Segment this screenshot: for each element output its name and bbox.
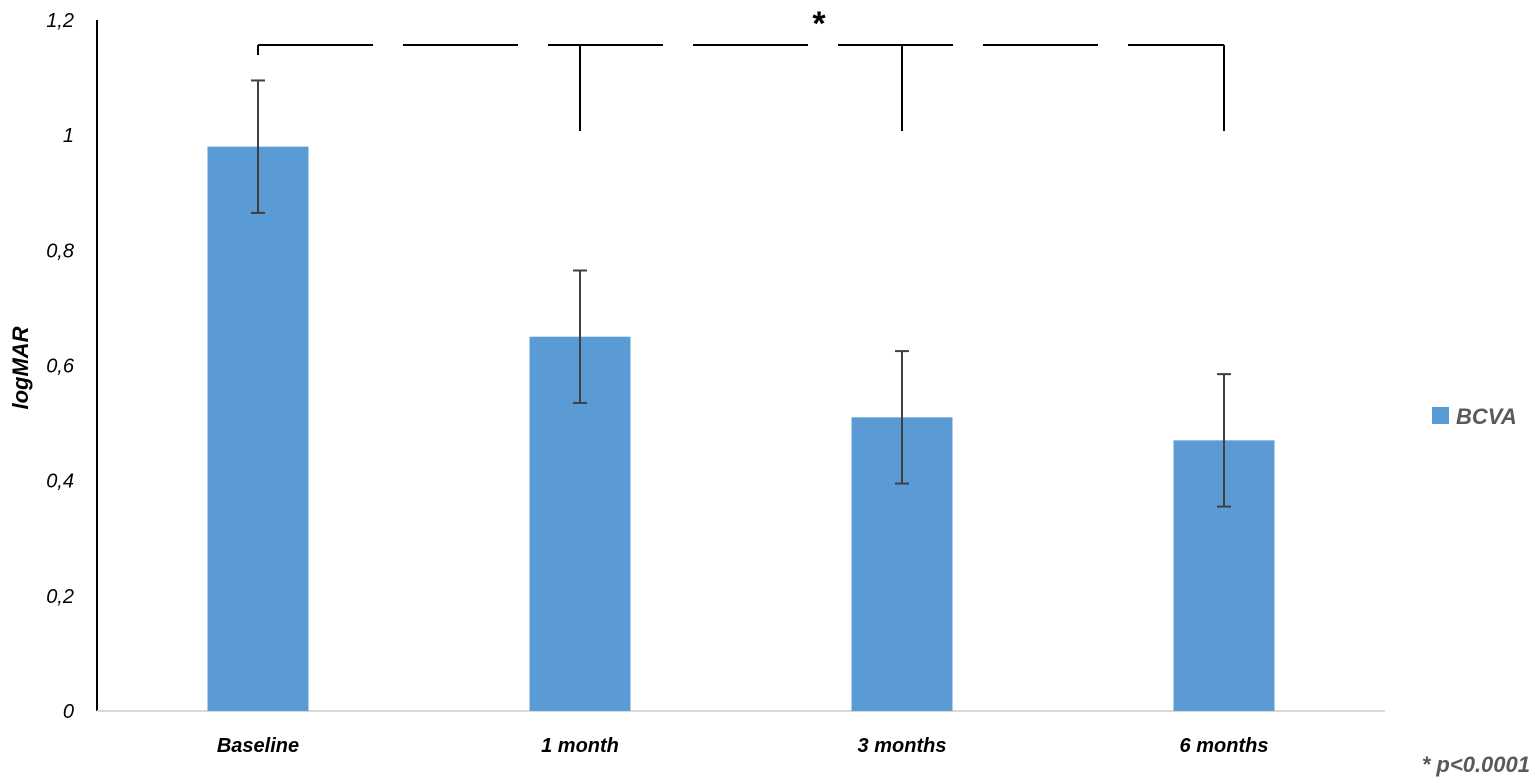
y-tick-label: 0,2 xyxy=(46,586,74,608)
y-tick-label: 1,2 xyxy=(46,10,74,32)
y-tick-label: 0,8 xyxy=(46,240,74,262)
y-axis: 0 0,2 0,4 0,6 0,8 1 1,2 xyxy=(46,10,98,723)
error-bars xyxy=(251,79,1231,508)
significance-star: * xyxy=(812,5,826,43)
legend-swatch-bcva xyxy=(1432,407,1449,424)
bar-baseline xyxy=(207,146,309,711)
error-bar xyxy=(251,79,265,214)
y-tick-label: 0 xyxy=(63,701,74,723)
x-tick-label: 6 months xyxy=(1180,735,1269,757)
x-tick-label: 3 months xyxy=(858,735,947,757)
x-axis: Baseline 1 month 3 months 6 months xyxy=(97,710,1385,757)
x-tick-label: 1 month xyxy=(541,735,619,757)
significance-footnote: * p<0.0001 xyxy=(1422,752,1530,777)
y-axis-title: logMAR xyxy=(8,326,33,409)
error-bar xyxy=(1217,373,1231,508)
y-tick-label: 1 xyxy=(63,125,74,147)
significance-bracket xyxy=(257,44,1225,131)
x-tick-label: Baseline xyxy=(217,735,299,757)
legend: BCVA xyxy=(1432,404,1517,429)
error-bar xyxy=(895,350,909,485)
legend-label-bcva: BCVA xyxy=(1456,404,1517,429)
y-tick-label: 0,4 xyxy=(46,471,74,493)
y-tick-label: 0,6 xyxy=(46,356,75,378)
error-bar xyxy=(573,269,587,404)
bars xyxy=(207,146,1275,711)
